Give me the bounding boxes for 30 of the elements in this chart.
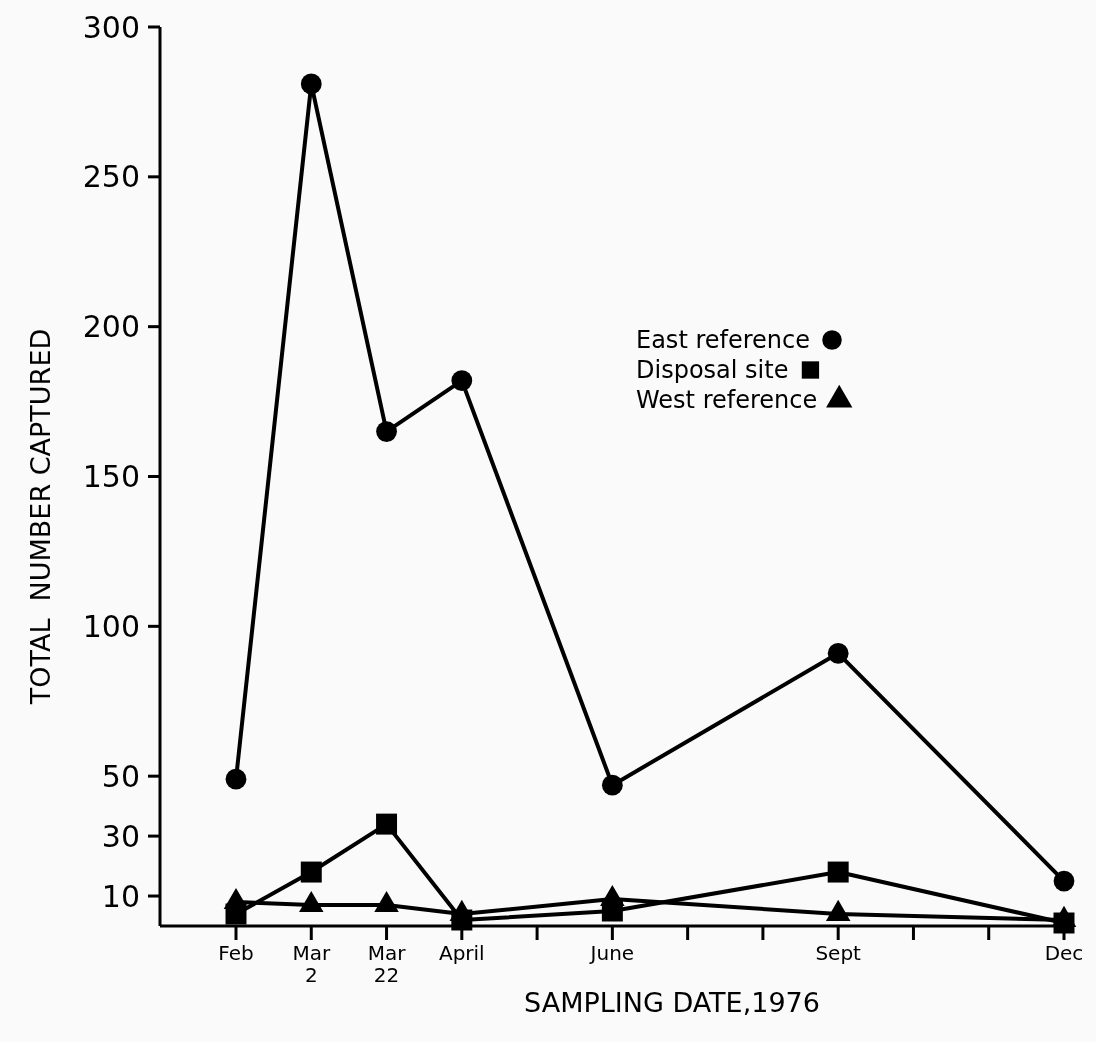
legend-label: Disposal site	[636, 356, 789, 385]
point	[376, 813, 398, 835]
y-tick-label: 250	[82, 159, 140, 195]
point	[827, 642, 849, 664]
y-tick-label: 30	[101, 818, 140, 854]
point	[376, 421, 397, 442]
x-tick-label: Dec	[1044, 941, 1084, 965]
y-tick-label: 300	[82, 9, 140, 45]
y-tick-label: 50	[101, 758, 140, 794]
y-tick-label: 150	[82, 459, 140, 494]
point	[225, 768, 247, 790]
x-axis-title: SAMPLING DATE,1976	[524, 987, 820, 1018]
legend-label: East reference	[636, 326, 811, 355]
point	[1053, 870, 1075, 892]
point	[300, 73, 322, 95]
y-tick-label: 200	[82, 309, 140, 345]
x-tick-label: April	[438, 941, 485, 965]
y-tick-label: 10	[101, 878, 140, 914]
x-tick-label: June	[588, 941, 635, 965]
x-tick-label: Sept	[815, 941, 862, 965]
x-tick-label: Feb	[218, 941, 254, 965]
y-tick-label: 100	[82, 608, 140, 644]
x-tick-label: Mar 2	[292, 941, 331, 987]
point	[827, 861, 849, 883]
y-axis-title: TOTAL NUMBER CAPTURED	[25, 328, 56, 706]
point	[451, 370, 473, 391]
point	[601, 774, 623, 796]
legend-label: West reference	[636, 386, 818, 415]
x-tick-label: Mar 22	[367, 941, 407, 987]
point	[300, 861, 322, 883]
